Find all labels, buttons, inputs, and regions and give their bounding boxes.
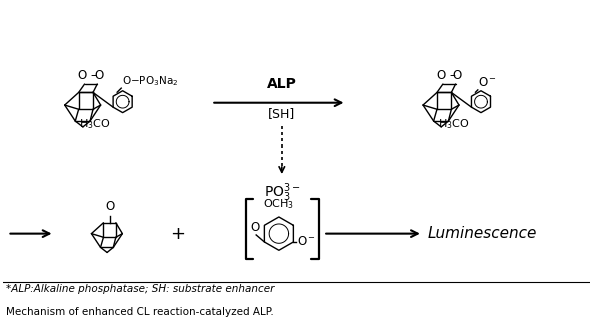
Text: O: O	[250, 221, 260, 234]
Text: PO$_3^{3-}$: PO$_3^{3-}$	[263, 181, 300, 204]
Text: O$^-$: O$^-$	[297, 235, 316, 248]
Text: O$-$PO$_3$Na$_2$: O$-$PO$_3$Na$_2$	[122, 74, 178, 88]
Text: O: O	[94, 69, 104, 82]
Text: *ALP:Alkaline phosphatase; SH: substrate enhancer: *ALP:Alkaline phosphatase; SH: substrate…	[6, 284, 274, 295]
Text: Mechanism of enhanced CL reaction-catalyzed ALP.: Mechanism of enhanced CL reaction-cataly…	[6, 307, 273, 317]
Text: –: –	[91, 69, 97, 82]
Text: O$^-$: O$^-$	[479, 76, 498, 89]
Text: H$_3$CO: H$_3$CO	[79, 117, 111, 131]
Text: O: O	[436, 69, 445, 82]
Text: OCH$_3$: OCH$_3$	[263, 197, 295, 211]
Text: O: O	[78, 69, 87, 82]
Text: O: O	[452, 69, 462, 82]
Text: ALP: ALP	[267, 77, 296, 91]
Text: Luminescence: Luminescence	[428, 226, 537, 241]
Text: H$_3$CO: H$_3$CO	[438, 117, 470, 131]
Text: –: –	[449, 69, 455, 82]
Text: O: O	[106, 200, 114, 214]
Text: +: +	[170, 225, 186, 243]
Text: [SH]: [SH]	[268, 107, 295, 120]
